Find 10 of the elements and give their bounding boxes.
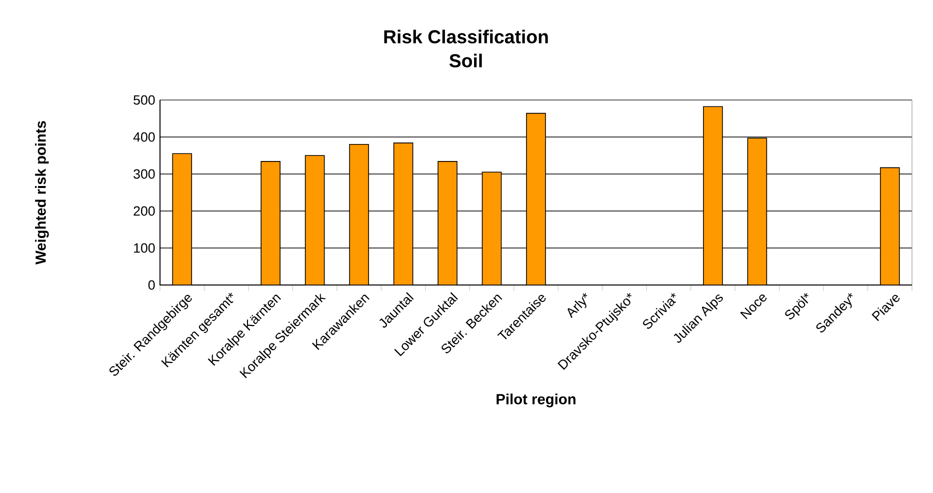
y-axis-title: Weighted risk points <box>35 121 49 264</box>
y-tick-label: 100 <box>134 243 155 253</box>
y-tick-label: 300 <box>134 169 155 179</box>
y-tick-label: 400 <box>133 132 155 142</box>
y-tick-label: 500 <box>134 95 155 105</box>
chart-subtitle: Soil <box>449 54 482 68</box>
chart-title: Risk Classification <box>384 30 548 44</box>
y-tick-label: 200 <box>134 206 155 216</box>
y-tick-label: 0 <box>148 280 155 290</box>
x-axis-title: Pilot region <box>496 394 576 408</box>
